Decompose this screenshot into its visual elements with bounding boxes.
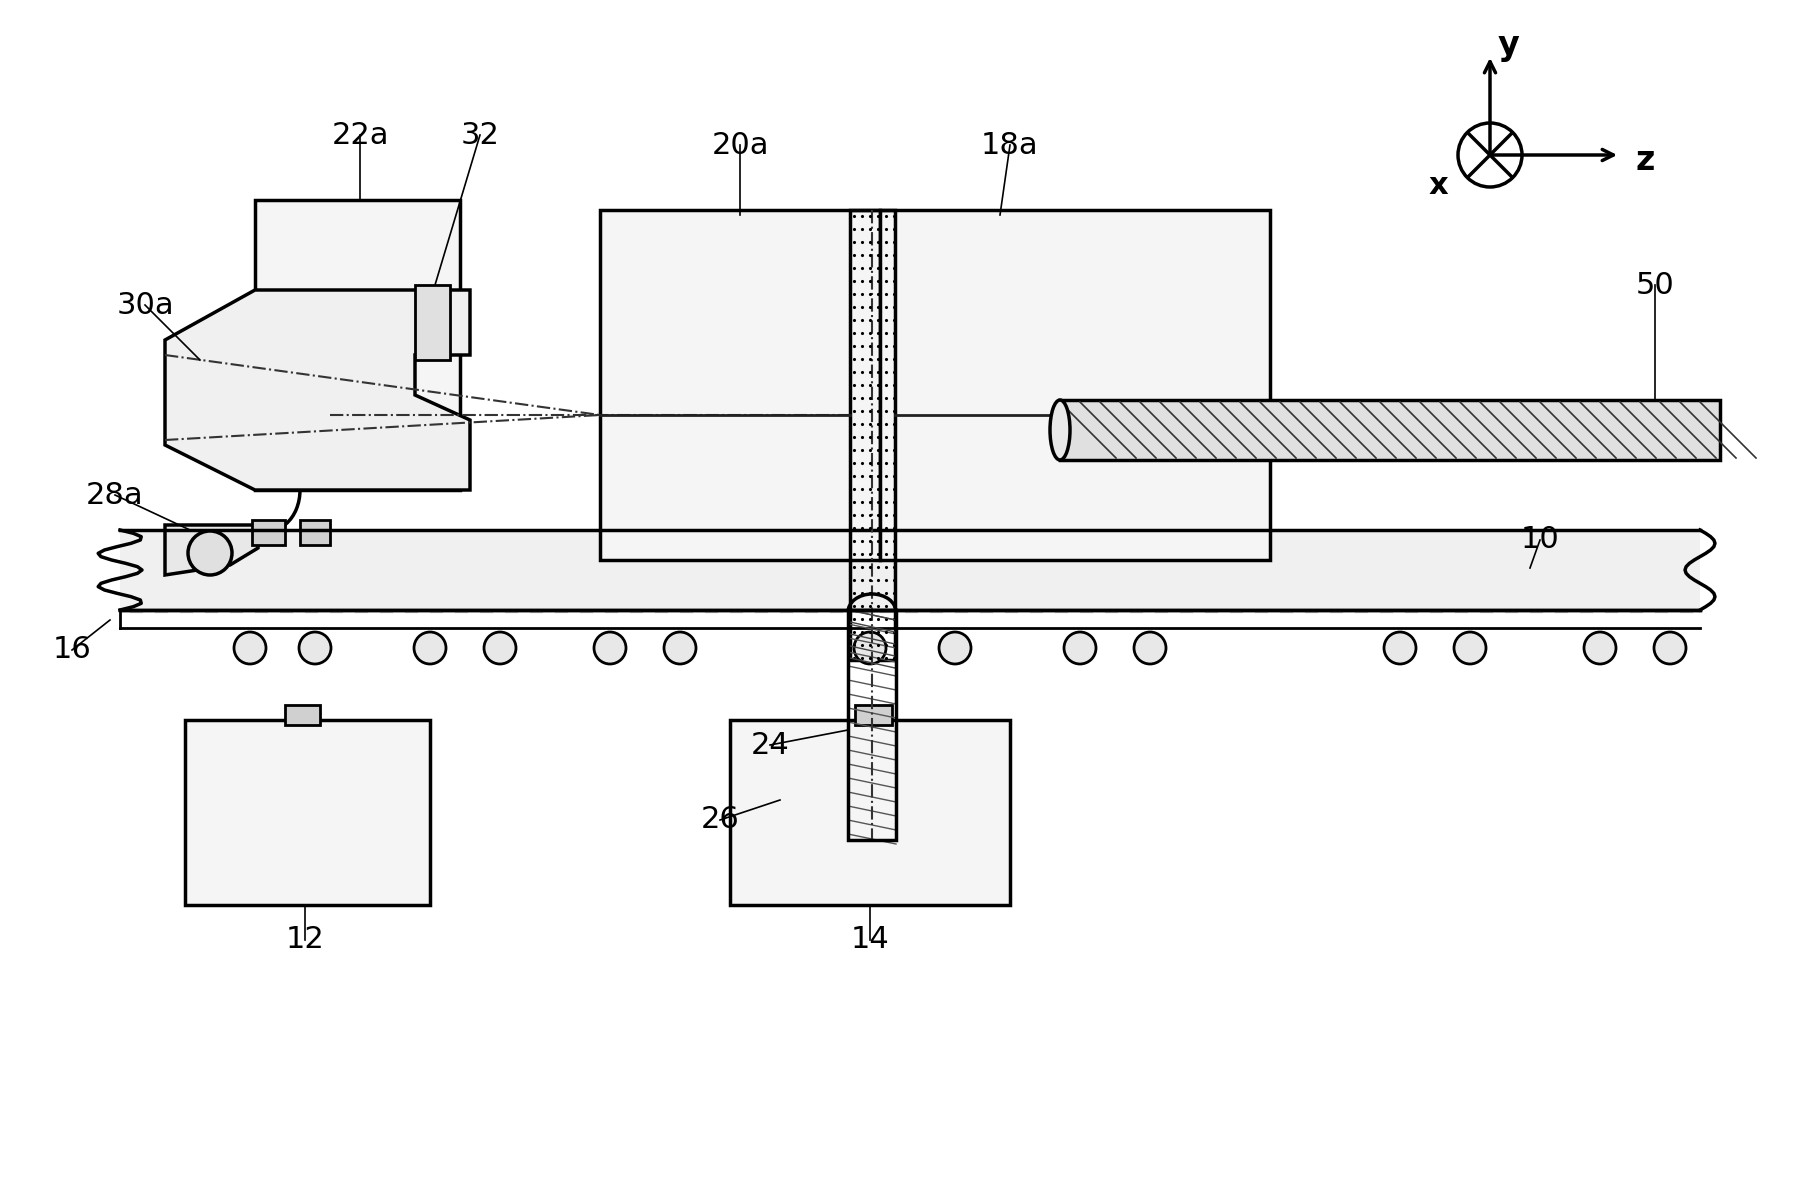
Circle shape (1653, 632, 1685, 663)
Text: 20a: 20a (712, 130, 769, 159)
Text: 10: 10 (1520, 525, 1560, 555)
Polygon shape (165, 290, 470, 490)
Text: z: z (1635, 143, 1655, 177)
Bar (848, 610, 896, 840)
Text: 24: 24 (751, 731, 789, 760)
Text: 30a: 30a (117, 290, 174, 319)
Bar (880, 209, 1269, 560)
Circle shape (1063, 632, 1096, 663)
Ellipse shape (1051, 400, 1070, 460)
Bar (1060, 400, 1719, 460)
Text: 16: 16 (52, 636, 91, 665)
Bar (850, 209, 895, 660)
Text: 22a: 22a (332, 120, 389, 149)
Bar (730, 720, 1009, 905)
Circle shape (593, 632, 626, 663)
Text: y: y (1497, 29, 1519, 61)
Circle shape (299, 632, 332, 663)
Circle shape (188, 531, 231, 576)
Bar (299, 520, 330, 545)
Bar (855, 706, 891, 725)
Text: 32: 32 (461, 120, 500, 149)
Bar (253, 520, 285, 545)
Polygon shape (165, 525, 258, 576)
Text: 14: 14 (850, 926, 889, 955)
Circle shape (414, 632, 446, 663)
Text: 26: 26 (701, 805, 739, 834)
Bar (255, 200, 461, 490)
Circle shape (1454, 632, 1486, 663)
Bar (285, 706, 319, 725)
Bar (185, 720, 430, 905)
Circle shape (1133, 632, 1165, 663)
Circle shape (484, 632, 516, 663)
Circle shape (235, 632, 265, 663)
Circle shape (1458, 123, 1522, 187)
Circle shape (940, 632, 972, 663)
Text: 28a: 28a (86, 480, 143, 509)
Circle shape (853, 632, 886, 663)
Circle shape (663, 632, 696, 663)
Text: 18a: 18a (981, 130, 1038, 159)
Text: 50: 50 (1635, 271, 1675, 300)
Text: x: x (1429, 171, 1447, 200)
Bar (601, 209, 880, 560)
Bar (414, 285, 450, 360)
Circle shape (1583, 632, 1615, 663)
Bar (120, 530, 1700, 610)
Circle shape (1384, 632, 1416, 663)
Text: 12: 12 (285, 926, 325, 955)
